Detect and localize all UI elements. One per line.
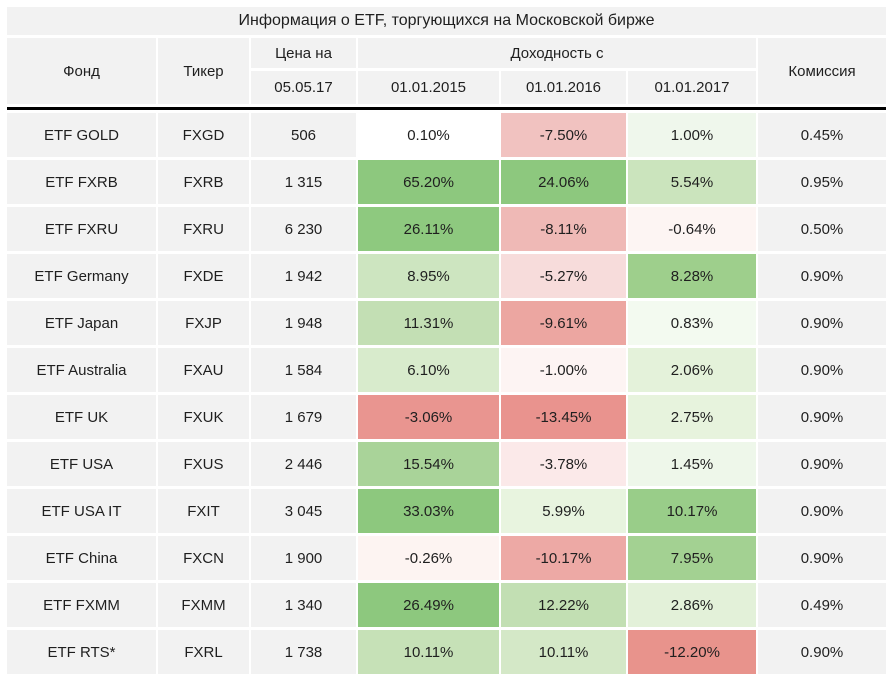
- ticker-cell: FXJP: [158, 301, 249, 345]
- col-header-date-2017: 01.01.2017: [628, 71, 756, 104]
- return-2015-cell: 33.03%: [358, 489, 499, 533]
- price-cell: 6 230: [251, 207, 356, 251]
- return-2017-cell: 1.00%: [628, 113, 756, 157]
- return-2017-cell: 2.75%: [628, 395, 756, 439]
- ticker-cell: FXAU: [158, 348, 249, 392]
- ticker-cell: FXUK: [158, 395, 249, 439]
- return-2016-cell: -8.11%: [501, 207, 626, 251]
- return-2015-cell: 10.11%: [358, 630, 499, 674]
- return-2017-cell: 5.54%: [628, 160, 756, 204]
- return-2016-cell: -9.61%: [501, 301, 626, 345]
- commission-cell: 0.95%: [758, 160, 886, 204]
- price-cell: 2 446: [251, 442, 356, 486]
- col-header-ticker: Тикер: [158, 38, 249, 104]
- commission-cell: 0.90%: [758, 489, 886, 533]
- price-cell: 1 340: [251, 583, 356, 627]
- commission-cell: 0.90%: [758, 630, 886, 674]
- return-2015-cell: 0.10%: [358, 113, 499, 157]
- ticker-cell: FXUS: [158, 442, 249, 486]
- header-divider-line: [7, 107, 886, 110]
- commission-cell: 0.90%: [758, 536, 886, 580]
- col-header-returns-group: Доходность с: [358, 38, 756, 68]
- return-2015-cell: 8.95%: [358, 254, 499, 298]
- return-2016-cell: -7.50%: [501, 113, 626, 157]
- return-2017-cell: 1.45%: [628, 442, 756, 486]
- fund-cell: ETF Japan: [7, 301, 156, 345]
- ticker-cell: FXRU: [158, 207, 249, 251]
- return-2015-cell: 11.31%: [358, 301, 499, 345]
- fund-cell: ETF FXRB: [7, 160, 156, 204]
- price-cell: 1 679: [251, 395, 356, 439]
- fund-cell: ETF Australia: [7, 348, 156, 392]
- return-2015-cell: -0.26%: [358, 536, 499, 580]
- return-2017-cell: 2.06%: [628, 348, 756, 392]
- page: Информация о ETF, торгующихся на Московс…: [7, 7, 886, 674]
- return-2016-cell: 5.99%: [501, 489, 626, 533]
- return-2017-cell: 7.95%: [628, 536, 756, 580]
- return-2016-cell: 10.11%: [501, 630, 626, 674]
- ticker-cell: FXMM: [158, 583, 249, 627]
- return-2016-cell: 12.22%: [501, 583, 626, 627]
- price-cell: 1 738: [251, 630, 356, 674]
- col-header-fund: Фонд: [7, 38, 156, 104]
- table-title: Информация о ETF, торгующихся на Московс…: [7, 7, 886, 35]
- return-2015-cell: -3.06%: [358, 395, 499, 439]
- commission-cell: 0.49%: [758, 583, 886, 627]
- fund-cell: ETF UK: [7, 395, 156, 439]
- ticker-cell: FXCN: [158, 536, 249, 580]
- ticker-cell: FXGD: [158, 113, 249, 157]
- return-2017-cell: -0.64%: [628, 207, 756, 251]
- price-cell: 3 045: [251, 489, 356, 533]
- fund-cell: ETF FXRU: [7, 207, 156, 251]
- return-2015-cell: 15.54%: [358, 442, 499, 486]
- fund-cell: ETF RTS*: [7, 630, 156, 674]
- commission-cell: 0.90%: [758, 301, 886, 345]
- return-2016-cell: -1.00%: [501, 348, 626, 392]
- return-2015-cell: 65.20%: [358, 160, 499, 204]
- fund-cell: ETF China: [7, 536, 156, 580]
- return-2016-cell: -5.27%: [501, 254, 626, 298]
- return-2017-cell: -12.20%: [628, 630, 756, 674]
- ticker-cell: FXIT: [158, 489, 249, 533]
- return-2016-cell: 24.06%: [501, 160, 626, 204]
- commission-cell: 0.45%: [758, 113, 886, 157]
- fund-cell: ETF GOLD: [7, 113, 156, 157]
- return-2017-cell: 0.83%: [628, 301, 756, 345]
- price-cell: 1 584: [251, 348, 356, 392]
- return-2016-cell: -13.45%: [501, 395, 626, 439]
- etf-table: Информация о ETF, торгующихся на Московс…: [7, 7, 886, 674]
- fund-cell: ETF FXMM: [7, 583, 156, 627]
- ticker-cell: FXDE: [158, 254, 249, 298]
- col-header-date-2015: 01.01.2015: [358, 71, 499, 104]
- col-header-price-date: 05.05.17: [251, 71, 356, 104]
- col-header-date-2016: 01.01.2016: [501, 71, 626, 104]
- commission-cell: 0.50%: [758, 207, 886, 251]
- price-cell: 1 948: [251, 301, 356, 345]
- return-2015-cell: 26.11%: [358, 207, 499, 251]
- return-2015-cell: 26.49%: [358, 583, 499, 627]
- commission-cell: 0.90%: [758, 395, 886, 439]
- price-cell: 1 315: [251, 160, 356, 204]
- price-cell: 506: [251, 113, 356, 157]
- ticker-cell: FXRB: [158, 160, 249, 204]
- return-2015-cell: 6.10%: [358, 348, 499, 392]
- return-2017-cell: 10.17%: [628, 489, 756, 533]
- return-2017-cell: 2.86%: [628, 583, 756, 627]
- price-cell: 1 942: [251, 254, 356, 298]
- commission-cell: 0.90%: [758, 442, 886, 486]
- fund-cell: ETF USA: [7, 442, 156, 486]
- col-header-commission: Комиссия: [758, 38, 886, 104]
- return-2016-cell: -3.78%: [501, 442, 626, 486]
- fund-cell: ETF USA IT: [7, 489, 156, 533]
- commission-cell: 0.90%: [758, 348, 886, 392]
- return-2016-cell: -10.17%: [501, 536, 626, 580]
- price-cell: 1 900: [251, 536, 356, 580]
- col-header-price-label: Цена на: [251, 38, 356, 68]
- return-2017-cell: 8.28%: [628, 254, 756, 298]
- fund-cell: ETF Germany: [7, 254, 156, 298]
- ticker-cell: FXRL: [158, 630, 249, 674]
- commission-cell: 0.90%: [758, 254, 886, 298]
